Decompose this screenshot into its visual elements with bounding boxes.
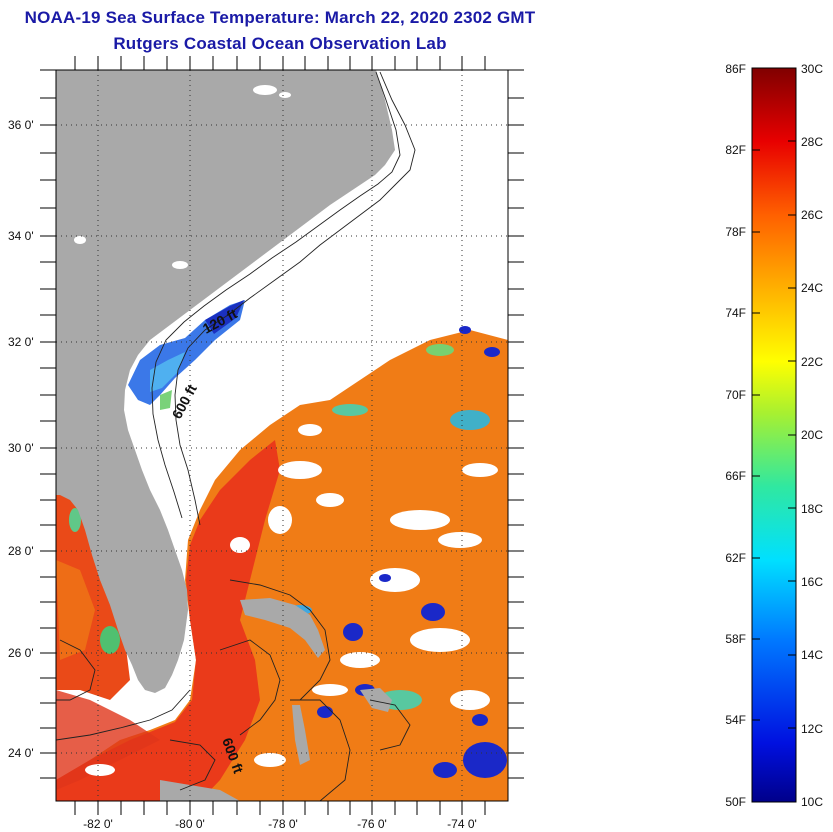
cbar-c-10: 10C <box>801 795 823 809</box>
cbar-c-20: 20C <box>801 428 823 442</box>
lon-label-78: -78 0' <box>268 817 298 831</box>
lat-label-24: 24 0' <box>8 746 34 760</box>
cbar-f-66: 66F <box>725 469 746 483</box>
lat-label-28: 28 0' <box>8 544 34 558</box>
cbar-c-26: 26C <box>801 208 823 222</box>
colorbar-ticks <box>752 140 796 729</box>
lat-label-32: 32 0' <box>8 335 34 349</box>
lon-label-74: -74 0' <box>447 817 477 831</box>
lat-label-36: 36 0' <box>8 118 34 132</box>
cbar-c-22: 22C <box>801 355 823 369</box>
lon-label-82: -82 0' <box>83 817 113 831</box>
lon-label-80: -80 0' <box>175 817 205 831</box>
gulf-stream <box>56 440 280 801</box>
cbar-c-30: 30C <box>801 62 823 76</box>
cbar-c-16: 16C <box>801 575 823 589</box>
cbar-c-28: 28C <box>801 135 823 149</box>
cbar-f-50: 50F <box>725 795 746 809</box>
cool-eddies <box>69 344 490 710</box>
bahamas-islands <box>160 598 392 801</box>
lon-label-76: -76 0' <box>357 817 387 831</box>
cbar-c-18: 18C <box>801 502 823 516</box>
cloud-patches <box>85 424 498 776</box>
land-mainland <box>56 70 395 693</box>
cold-spots <box>149 326 507 778</box>
cbar-f-86: 86F <box>725 62 746 76</box>
cbar-f-78: 78F <box>725 225 746 239</box>
cbar-f-74: 74F <box>725 306 746 320</box>
cbar-c-14: 14C <box>801 648 823 662</box>
cbar-f-54: 54F <box>725 713 746 727</box>
cbar-f-70: 70F <box>725 388 746 402</box>
cbar-c-24: 24C <box>801 281 823 295</box>
map-frame <box>55 69 509 802</box>
map-title: NOAA-19 Sea Surface Temperature: March 2… <box>24 8 536 27</box>
map-grid <box>56 70 508 801</box>
cbar-f-58: 58F <box>725 632 746 646</box>
lat-label-26: 26 0' <box>8 646 34 660</box>
lat-label-30: 30 0' <box>8 441 34 455</box>
cbar-f-62: 62F <box>725 551 746 565</box>
axis-ticks <box>40 56 524 815</box>
lat-label-34: 34 0' <box>8 229 34 243</box>
map-subtitle: Rutgers Coastal Ocean Observation Lab <box>113 34 447 53</box>
bathymetry-contours <box>56 71 416 801</box>
cbar-c-12: 12C <box>801 722 823 736</box>
warm-ocean-region <box>56 330 508 801</box>
cbar-f-82: 82F <box>725 143 746 157</box>
